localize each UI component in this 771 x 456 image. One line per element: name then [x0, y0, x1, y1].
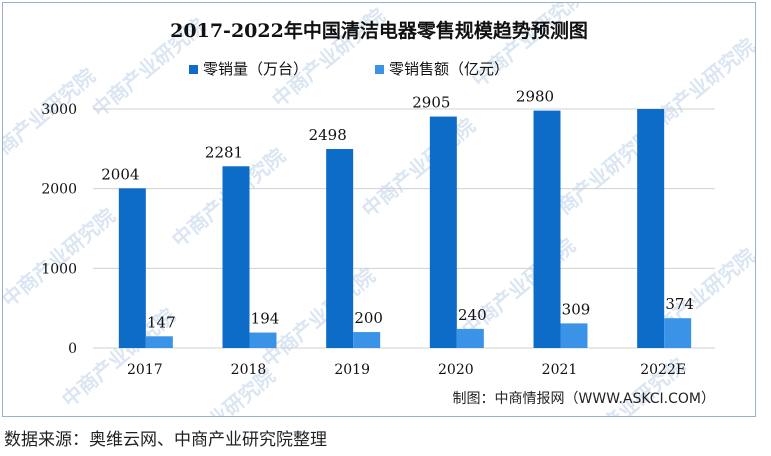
chart-title: 2017-2022年中国清洁电器零售规模趋势预测图 — [170, 19, 588, 42]
bar-sales — [560, 323, 588, 348]
bar-sales — [353, 332, 381, 348]
y-tick-label: 3000 — [41, 102, 77, 118]
bar-volume — [326, 148, 354, 348]
source-note: 数据来源：奥维云网、中商产业研究院整理 — [4, 430, 327, 450]
data-label: 2905 — [412, 94, 450, 112]
chart-credit: 制图：中商情报网（WWW.ASKCI.COM） — [453, 391, 715, 407]
bar-volume — [533, 110, 561, 349]
data-label: 240 — [458, 306, 487, 324]
x-tick-label: 2022E — [640, 362, 686, 378]
x-tick-label: 2018 — [231, 362, 267, 378]
x-tick-label: 2021 — [542, 362, 578, 378]
bar-volume — [118, 188, 146, 348]
bar-sales — [145, 336, 173, 348]
x-tick-label: 2019 — [334, 362, 370, 378]
gridlines — [93, 108, 715, 349]
bar-volume — [222, 166, 250, 348]
y-tick-label: 2000 — [41, 182, 77, 198]
y-axis: 0 1000 2000 3000 — [41, 102, 77, 357]
chart-frame: 中商产业研究院 中商产业研究院 中商产业研究院 中商产业研究院 中商产业研究院 中商产业研… — [2, 2, 756, 417]
data-label: 200 — [354, 309, 383, 327]
x-tick-label: 2017 — [127, 362, 163, 378]
data-label: 2498 — [309, 126, 347, 144]
bar-sales — [664, 318, 692, 348]
data-label: 2281 — [205, 143, 243, 161]
y-tick-label: 0 — [68, 341, 77, 357]
bar-sales — [456, 328, 484, 348]
watermark-text: 中商产业研究院 — [357, 113, 480, 221]
bar-volume — [637, 109, 665, 348]
y-tick-label: 1000 — [41, 261, 77, 277]
legend-swatch — [189, 65, 198, 74]
data-label: 2004 — [101, 165, 139, 183]
legend: 零销量（万台） 零销售额（亿元） — [189, 60, 509, 78]
x-tick-label: 2020 — [438, 362, 474, 378]
data-label: 2980 — [516, 88, 554, 106]
legend-swatch — [375, 65, 384, 74]
legend-label: 零销售额（亿元） — [389, 60, 509, 78]
bars: 2004 147 2281 194 2498 200 2905 240 2980 309 374 — [101, 88, 694, 349]
bar-volume — [429, 116, 457, 349]
data-label: 309 — [562, 300, 591, 318]
data-label: 147 — [147, 313, 176, 331]
bar-sales — [249, 332, 277, 348]
data-label: 194 — [251, 310, 280, 328]
data-label: 374 — [665, 295, 694, 313]
watermark-text: 中商产业研究院 — [3, 203, 120, 311]
watermark-text: 中商产业研究院 — [467, 3, 590, 92]
x-axis: 2017 2018 2019 2020 2021 2022E — [127, 362, 686, 378]
legend-label: 零销量（万台） — [203, 60, 308, 78]
